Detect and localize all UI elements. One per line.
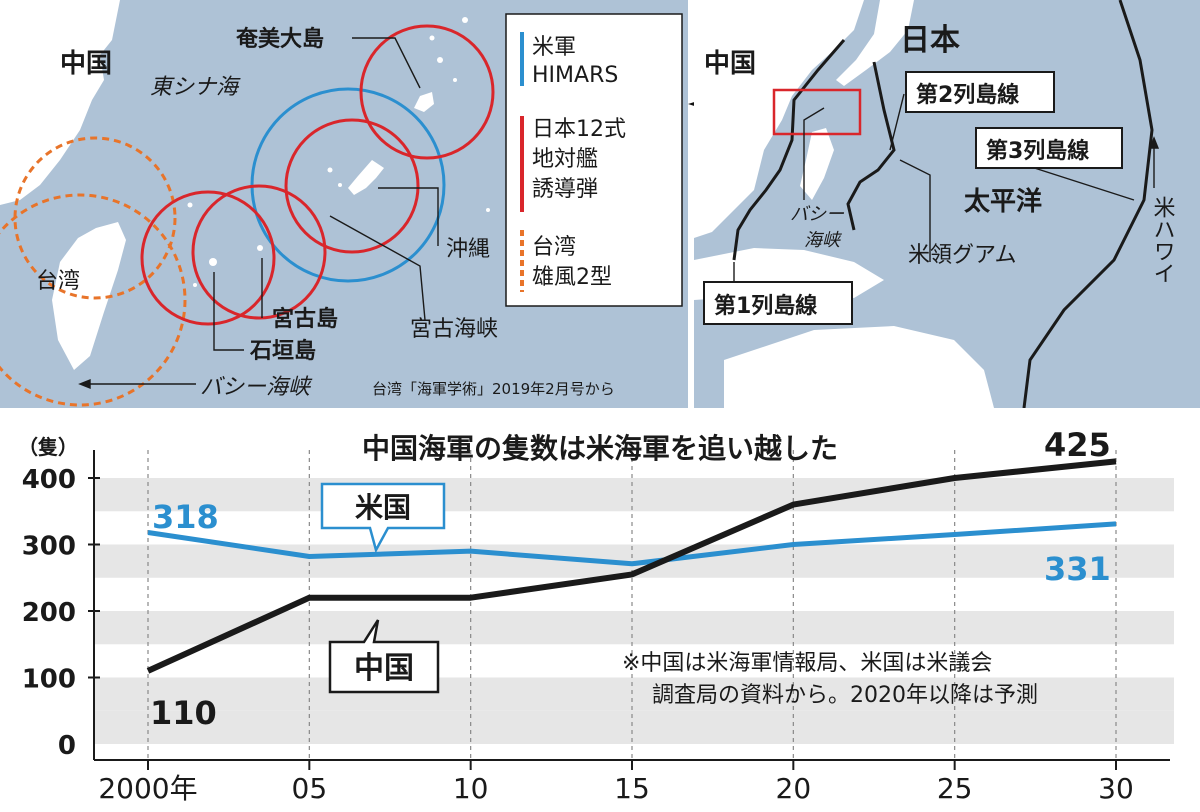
legend-tw-line1: 台湾	[532, 235, 576, 260]
y-tick-label: 200	[22, 598, 76, 628]
label-china: 中国	[60, 49, 112, 79]
japan-circle-okinawa	[284, 118, 420, 254]
label-bashi-2: 海峡	[804, 230, 842, 251]
taiwan-island	[52, 222, 126, 370]
chart-title: 中国海軍の隻数は米海軍を追い越した	[362, 432, 838, 465]
right-map: 中国 日本 第2列島線 第3列島線 第1列島線 太平洋 バシー 海峡 米領グアム…	[694, 0, 1200, 408]
chain2-box	[905, 71, 1055, 113]
highlight-box	[772, 88, 862, 136]
grid-bands	[94, 478, 1174, 744]
ship-count-chart: 0 100 200 300 400 2000年 05 10 15 20 25 30 中国海軍の隻数は…	[0, 414, 1200, 808]
legend-us-line1: 米軍	[532, 35, 576, 60]
china-coast	[0, 0, 120, 205]
label-chain1: 第1列島線	[714, 293, 817, 319]
label-right-china: 中国	[704, 49, 756, 79]
y-ticks: 0 100 200 300 400	[22, 465, 100, 761]
japan-islands	[836, 0, 914, 86]
label-okinawa: 沖縄	[446, 237, 490, 262]
chain3-box	[975, 127, 1123, 169]
label-miyako-strait: 宮古海峡	[410, 317, 498, 342]
x-tick-label: 15	[614, 772, 650, 805]
x-tick-label: 05	[292, 772, 328, 805]
japan-circle-miyako	[191, 184, 327, 320]
chart-note-line1: ※中国は米海軍情報局、米国は米議会	[622, 651, 992, 676]
second-island-chain	[846, 61, 896, 231]
philippines	[800, 128, 834, 200]
legend-tw-line2: 雄風2型	[532, 265, 612, 290]
data-label-us-end: 331	[1044, 550, 1111, 588]
first-island-chain	[732, 39, 846, 261]
japan-circle-amami	[359, 24, 495, 160]
label-taiwan: 台湾	[36, 269, 80, 294]
x-tick-label: 30	[1098, 772, 1134, 805]
y-axis-label: （隻）	[18, 435, 78, 459]
y-tick-label: 100	[22, 665, 76, 695]
left-map: 中国 東シナ海 奄美大島 沖縄 宮古島 石垣島 宮古海峡 バシー海峡 台湾 台湾…	[0, 0, 688, 408]
left-map-svg: 中国 東シナ海 奄美大島 沖縄 宮古島 石垣島 宮古海峡 バシー海峡 台湾 台湾…	[0, 0, 683, 407]
legend-jp-line1: 日本12式	[532, 117, 626, 142]
legend-jp-line3: 誘導弾	[532, 177, 598, 202]
amami-island	[414, 92, 434, 112]
label-east-china-sea: 東シナ海	[150, 75, 241, 100]
china-series-line	[146, 458, 1117, 674]
x-tick-label: 10	[453, 772, 489, 805]
small-islands	[187, 17, 517, 287]
chart-svg: 0 100 200 300 400 2000年 05 10 15 20 25 30 中国海軍の隻数は…	[18, 426, 1174, 805]
china-callout: 中国	[328, 619, 440, 694]
us-series-label: 米国	[355, 491, 411, 524]
label-pacific: 太平洋	[964, 186, 1042, 217]
japan-circle-ishigaki	[140, 190, 276, 326]
chart-note-line2: 調査局の資料から。2020年以降は予測	[652, 683, 1038, 708]
grid-band	[94, 478, 1174, 512]
australia	[724, 326, 994, 408]
label-guam: 米領グアム	[908, 243, 1016, 268]
label-hawaii: 米ハワイ	[1150, 196, 1176, 284]
taiwan-range-circle-2	[13, 136, 177, 300]
x-tick-label: 20	[776, 772, 812, 805]
taiwan-range-circle-1	[0, 193, 187, 407]
legend-us-line2: HIMARS	[532, 63, 618, 88]
right-leaders	[733, 93, 1135, 290]
label-amami: 奄美大島	[235, 26, 324, 52]
label-chain2: 第2列島線	[916, 82, 1019, 108]
bashi-arrow	[78, 378, 196, 390]
right-map-svg: 中国 日本 第2列島線 第3列島線 第1列島線 太平洋 バシー 海峡 米領グアム…	[694, 0, 1176, 408]
legend-jp-line2: 地対艦	[532, 147, 598, 172]
label-miyako-island: 宮古島	[272, 306, 338, 332]
label-bashi-channel: バシー海峡	[200, 375, 313, 400]
data-label-us-start: 318	[152, 498, 219, 536]
label-bashi-1: バシー	[790, 204, 845, 225]
okinawa-island	[348, 160, 384, 195]
y-tick-label: 0	[58, 731, 76, 761]
grid-band	[94, 677, 1174, 711]
label-chain3: 第3列島線	[986, 138, 1089, 164]
grid-band	[94, 611, 1174, 645]
series-lines	[146, 458, 1117, 674]
us-series-line	[147, 521, 1117, 567]
label-ishigaki: 石垣島	[249, 338, 316, 364]
x-tick-label: 25	[937, 772, 973, 805]
data-label-cn-start: 110	[150, 694, 217, 732]
grid-band	[94, 710, 1174, 744]
legend-box	[505, 13, 683, 307]
source-note: 台湾「海軍学術」2019年2月号から	[372, 380, 615, 398]
data-label-cn-end: 425	[1044, 426, 1111, 464]
chain1-box	[703, 281, 853, 325]
us-callout: 米国	[320, 482, 446, 554]
third-island-chain	[1022, 0, 1154, 408]
y-tick-label: 300	[22, 532, 76, 562]
hawaii-arrow	[1148, 136, 1160, 188]
label-japan: 日本	[900, 23, 960, 58]
asia-mainland	[694, 0, 864, 238]
china-series-label: 中国	[354, 651, 414, 686]
x-ticks: 2000年 05 10 15 20 25 30	[98, 760, 1134, 805]
leader-lines	[213, 37, 439, 351]
x-tick-label: 2000年	[98, 772, 197, 805]
y-tick-label: 400	[22, 465, 76, 495]
